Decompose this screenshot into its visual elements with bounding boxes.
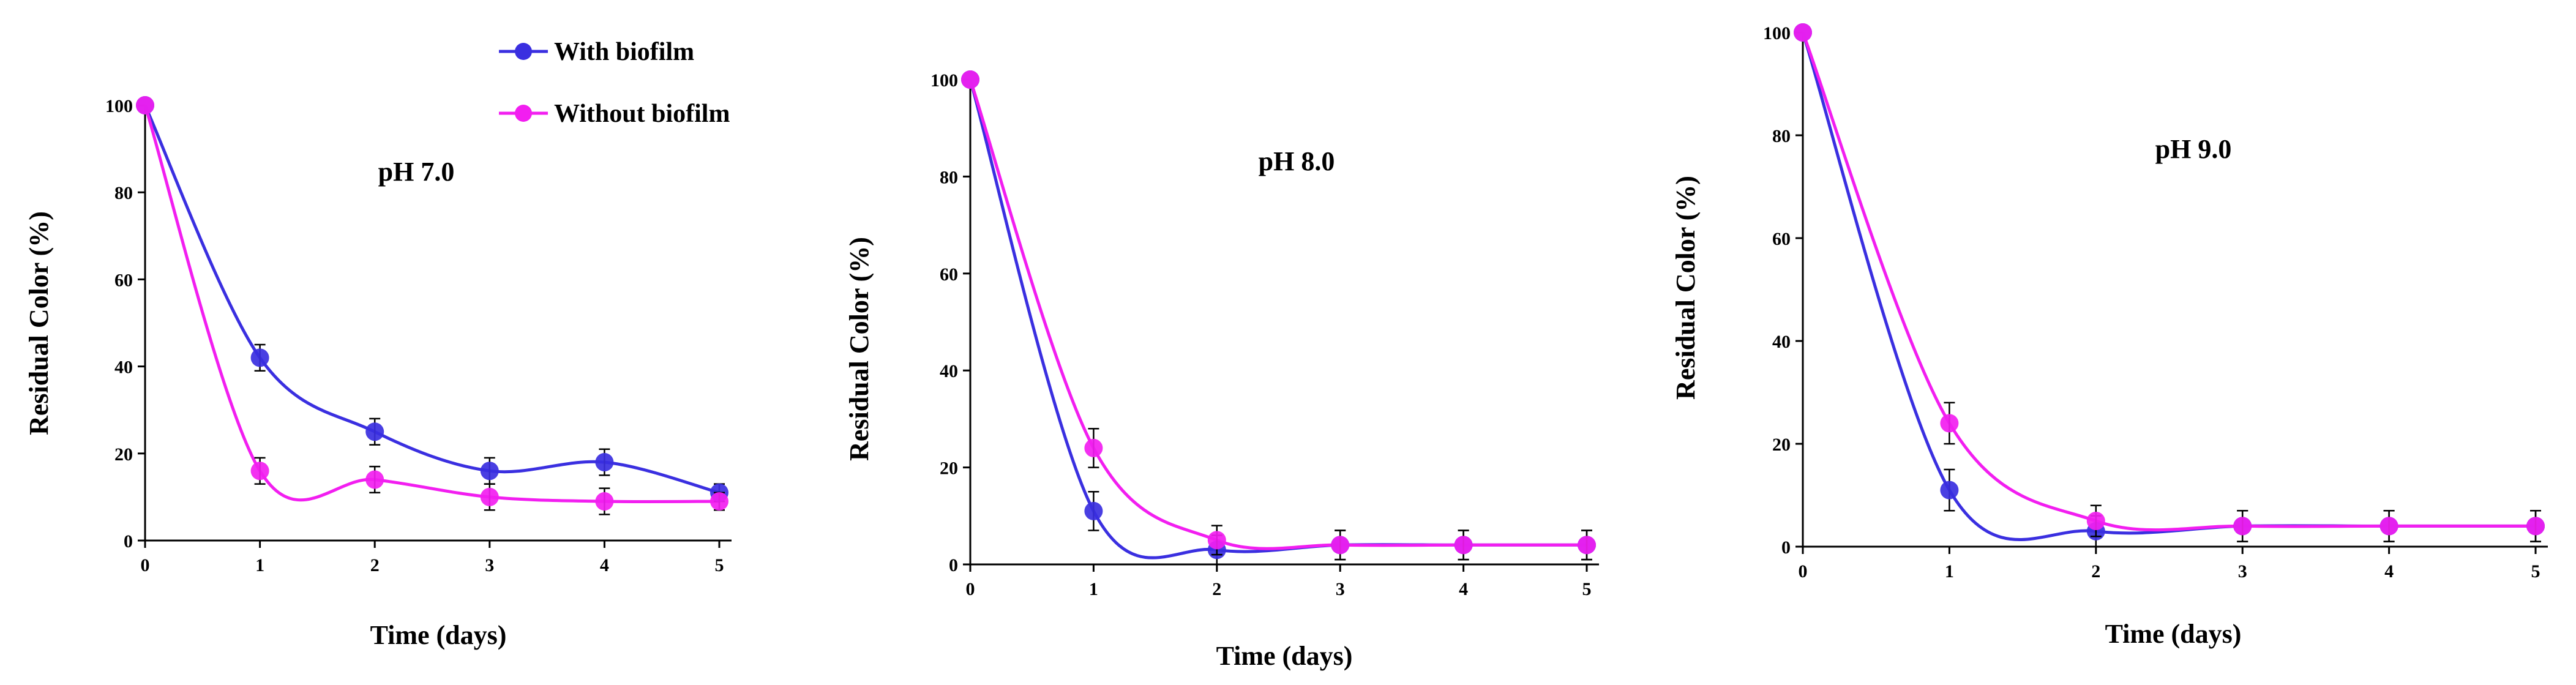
x-tick-label: 0: [141, 555, 150, 575]
x-tick-label: 4: [2384, 561, 2394, 582]
data-point-with-biofilm: [1084, 501, 1103, 520]
legend-entry-without-biofilm: Without biofilm: [499, 100, 730, 128]
data-point-without-biofilm: [961, 70, 979, 89]
y-tick-label: 0: [949, 555, 958, 575]
y-tick-label: 40: [1772, 332, 1791, 352]
panel-ph-8: 0 20 40 60 80 100 0 1 2 3 4 5 pH 8.0 Time (days) R…: [844, 70, 1599, 671]
x-tick-label: 3: [2238, 561, 2247, 582]
y-tick-label: 40: [940, 361, 958, 381]
data-point-without-biofilm: [2379, 517, 2398, 536]
x-axis-label: Time (days): [370, 620, 507, 650]
x-tick-label: 5: [2531, 561, 2540, 582]
data-point-with-biofilm: [1940, 481, 1959, 500]
y-tick-label: 60: [1772, 229, 1791, 249]
data-point-without-biofilm: [1207, 531, 1226, 550]
y-axis-label: Residual Color (%): [24, 211, 54, 435]
data-point-without-biofilm: [2086, 512, 2105, 530]
y-tick-label: 0: [124, 531, 133, 552]
data-point-without-biofilm: [136, 96, 154, 114]
y-tick-label: 80: [114, 183, 133, 203]
plot-area: [961, 70, 1596, 566]
legend-without-biofilm-label: Without biofilm: [554, 100, 730, 128]
x-tick-label: 2: [370, 555, 380, 575]
y-axis-label: Residual Color (%): [1671, 176, 1701, 400]
y-tick-label: 100: [1763, 23, 1791, 43]
x-tick-label: 4: [600, 555, 609, 575]
y-tick-label: 20: [940, 459, 958, 479]
x-tick-label: 2: [1212, 579, 1221, 599]
panel-ph-7: 0 20 40 60 80 100 0 1 2 3 4 5 pH 7.0 Time (days) R…: [24, 96, 732, 650]
data-point-without-biofilm: [1940, 414, 1959, 433]
legend-with-biofilm-label: With biofilm: [554, 38, 694, 66]
panel-title: pH 9.0: [2155, 134, 2232, 164]
legend-without-biofilm-marker: [515, 105, 532, 122]
panel-title: pH 7.0: [378, 157, 455, 187]
x-axis-label: Time (days): [1216, 641, 1353, 671]
y-tick-label: 60: [114, 270, 133, 290]
data-point-without-biofilm: [2526, 517, 2545, 536]
x-tick-label: 5: [1582, 579, 1592, 599]
data-point-with-biofilm: [480, 462, 499, 481]
y-tick-label: 80: [940, 167, 958, 187]
x-tick-label: 1: [1945, 561, 1954, 582]
panel-ph-9: 0 20 40 60 80 100 0 1 2 3 4 5 pH 9.0 Time (days) R…: [1671, 23, 2548, 649]
x-tick-label: 0: [1799, 561, 1808, 582]
y-tick-label: 20: [1772, 435, 1791, 455]
y-tick-label: 80: [1772, 126, 1791, 146]
y-tick-label: 40: [114, 357, 133, 378]
data-point-without-biofilm: [365, 470, 384, 489]
plot-area: [136, 96, 728, 515]
panel-title: pH 8.0: [1259, 146, 1335, 176]
y-tick-label: 20: [114, 444, 133, 465]
data-point-without-biofilm: [595, 492, 614, 511]
data-point-with-biofilm: [250, 348, 269, 367]
data-point-without-biofilm: [480, 487, 499, 506]
y-tick-label: 100: [105, 96, 133, 116]
data-point-without-biofilm: [2233, 517, 2252, 536]
data-point-without-biofilm: [1331, 536, 1350, 555]
data-point-with-biofilm: [365, 422, 384, 441]
x-tick-label: 4: [1459, 579, 1468, 599]
plot-area: [1794, 23, 2545, 548]
y-tick-label: 100: [930, 70, 958, 91]
data-point-without-biofilm: [1578, 536, 1596, 555]
data-point-without-biofilm: [1084, 438, 1103, 457]
legend: With biofilm Without biofilm: [499, 38, 730, 128]
data-point-without-biofilm: [710, 492, 728, 511]
x-axis-label: Time (days): [2105, 619, 2242, 649]
y-tick-label: 60: [940, 264, 958, 285]
data-point-without-biofilm: [250, 462, 269, 481]
x-tick-label: 1: [1089, 579, 1098, 599]
data-point-without-biofilm: [1454, 536, 1473, 555]
x-tick-label: 5: [715, 555, 724, 575]
x-tick-label: 2: [2091, 561, 2100, 582]
legend-entry-with-biofilm: With biofilm: [499, 38, 694, 66]
data-point-with-biofilm: [595, 453, 614, 472]
y-axis-label: Residual Color (%): [844, 237, 874, 461]
data-point-without-biofilm: [1794, 23, 1812, 42]
y-tick-label: 0: [1781, 537, 1791, 558]
legend-with-biofilm-marker: [515, 43, 532, 60]
x-tick-label: 0: [966, 579, 975, 599]
x-tick-label: 3: [1336, 579, 1345, 599]
x-tick-label: 3: [485, 555, 494, 575]
x-tick-label: 1: [255, 555, 264, 575]
